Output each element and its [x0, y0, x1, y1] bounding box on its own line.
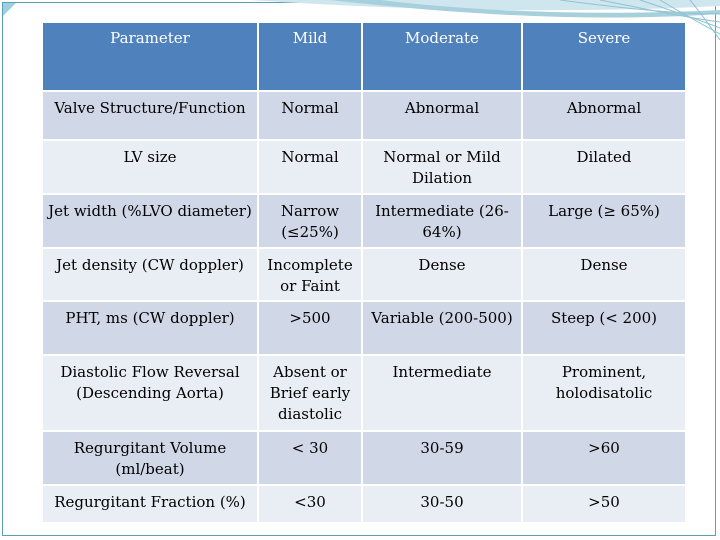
header-parameter: Parameter [43, 23, 259, 92]
cell-mild: <30 [259, 486, 363, 524]
cell-moderate: Intermediate [363, 356, 523, 432]
wave-line-2 [599, 0, 720, 23]
cell-mild: Incomplete or Faint [259, 249, 363, 302]
wave-line-4 [659, 0, 720, 35]
table-row: Regurgitant Fraction (%) <30 30-50 >50 [43, 486, 685, 524]
cell-parameter: Diastolic Flow Reversal (Descending Aort… [43, 356, 259, 432]
wave-swoosh-light [250, 0, 720, 11]
cell-moderate: Dense [363, 249, 523, 302]
cell-mild: < 30 [259, 432, 363, 486]
cell-mild: >500 [259, 302, 363, 356]
cell-mild: Normal [259, 141, 363, 195]
cell-severe: Steep (< 200) [523, 302, 685, 356]
cell-parameter: PHT, ms (CW doppler) [43, 302, 259, 356]
table-header-row: Parameter Mild Moderate Severe [43, 23, 685, 92]
header-moderate: Moderate [363, 23, 523, 92]
cell-moderate: 30-50 [363, 486, 523, 524]
cell-parameter: Valve Structure/Function [43, 92, 259, 141]
cell-parameter: Regurgitant Volume (ml/beat) [43, 432, 259, 486]
header-mild: Mild [259, 23, 363, 92]
wave-line-1 [559, 0, 720, 15]
corner-triangle [3, 3, 16, 16]
cell-mild: Narrow (≤25%) [259, 195, 363, 249]
table-row: Valve Structure/Function Normal Abnormal… [43, 92, 685, 141]
aortic-regurgitation-severity-table: Parameter Mild Moderate Severe Valve Str… [43, 23, 685, 524]
cell-severe: Dense [523, 249, 685, 302]
cell-mild: Absent or Brief early diastolic [259, 356, 363, 432]
wave-line-3 [639, 0, 720, 29]
table-row: Diastolic Flow Reversal (Descending Aort… [43, 356, 685, 432]
cell-moderate: Variable (200-500) [363, 302, 523, 356]
cell-severe: Abnormal [523, 92, 685, 141]
table-row: Jet width (%LVO diameter) Narrow (≤25%) … [43, 195, 685, 249]
table-row: PHT, ms (CW doppler) >500 Variable (200-… [43, 302, 685, 356]
cell-severe: Dilated [523, 141, 685, 195]
cell-parameter: LV size [43, 141, 259, 195]
wave-line-5 [689, 0, 720, 41]
cell-mild: Normal [259, 92, 363, 141]
cell-severe: Prominent, holodisatolic [523, 356, 685, 432]
cell-moderate: Intermediate (26-64%) [363, 195, 523, 249]
cell-severe: >60 [523, 432, 685, 486]
cell-parameter: Jet width (%LVO diameter) [43, 195, 259, 249]
table-row: Jet density (CW doppler) Incomplete or F… [43, 249, 685, 302]
table-row: Regurgitant Volume (ml/beat) < 30 30-59 … [43, 432, 685, 486]
cell-severe: >50 [523, 486, 685, 524]
wave-swoosh-mid [330, 0, 720, 18]
header-severe: Severe [523, 23, 685, 92]
cell-parameter: Regurgitant Fraction (%) [43, 486, 259, 524]
table-row: LV size Normal Normal or Mild Dilation D… [43, 141, 685, 195]
cell-parameter: Jet density (CW doppler) [43, 249, 259, 302]
cell-severe: Large (≥ 65%) [523, 195, 685, 249]
cell-moderate: Normal or Mild Dilation [363, 141, 523, 195]
cell-moderate: Abnormal [363, 92, 523, 141]
cell-moderate: 30-59 [363, 432, 523, 486]
